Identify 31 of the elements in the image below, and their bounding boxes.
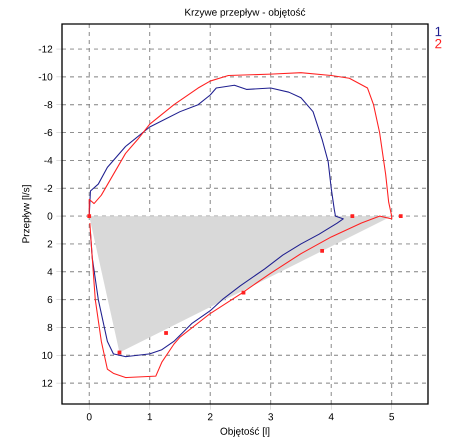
y-tick-label: -2: [44, 184, 52, 192]
y-tick-label: 0: [48, 212, 52, 220]
y-tick-label: -6: [44, 129, 52, 136]
text: 2: [435, 38, 442, 48]
x-tick-label: 4: [328, 413, 334, 420]
x-tick-label: 1: [148, 413, 152, 420]
y-axis-title: Przepływ [l/s]: [22, 185, 32, 243]
point: [320, 249, 324, 253]
x-tick-label: 5: [389, 413, 394, 420]
y-tick-label: 12: [42, 380, 52, 387]
point: [242, 290, 246, 295]
y-tick-label: 6: [48, 296, 52, 304]
text: 1: [436, 26, 442, 36]
y-tick-label: -8: [44, 101, 52, 108]
y-tick-label: 2: [48, 240, 52, 248]
y-tick-label: 4: [47, 268, 52, 276]
y-tick-label: -12: [38, 46, 52, 53]
point: [87, 214, 92, 218]
point: [118, 350, 122, 354]
x-tick-label: 2: [208, 413, 212, 420]
x-tick-label: 3: [268, 413, 274, 420]
y-tick-label: 8: [48, 324, 52, 331]
chart-title: Krzywe przepływ - objętość: [185, 8, 306, 18]
x-axis-title: Objętość [l]: [220, 427, 270, 437]
point: [164, 331, 168, 335]
point: [350, 214, 354, 218]
y-tick-label: -4: [44, 156, 52, 164]
y-tick-label: -10: [38, 73, 52, 80]
x-tick-label: 0: [86, 413, 92, 420]
point: [398, 214, 403, 218]
y-tick-label: 10: [42, 352, 52, 359]
